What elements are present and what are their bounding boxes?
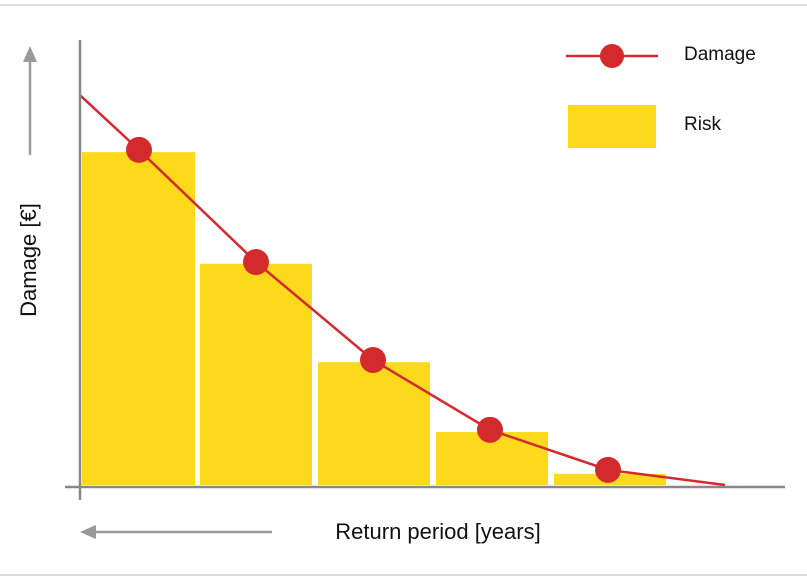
legend-label: Risk bbox=[684, 114, 721, 135]
x-arrow-head bbox=[80, 525, 96, 539]
y-axis-label: Damage [€] bbox=[16, 203, 41, 317]
plot-area bbox=[79, 94, 726, 487]
damage-marker bbox=[360, 346, 386, 373]
damage-marker bbox=[243, 249, 269, 276]
bar bbox=[318, 362, 430, 485]
bar bbox=[200, 263, 312, 485]
damage-marker bbox=[477, 416, 503, 443]
legend-label: Damage bbox=[684, 44, 756, 65]
x-axis-label: Return period [years] bbox=[335, 519, 540, 544]
legend-marker bbox=[600, 44, 624, 68]
bar bbox=[82, 152, 195, 485]
legend: Damage Risk bbox=[566, 44, 756, 148]
damage-marker bbox=[126, 136, 152, 163]
damage-marker bbox=[595, 456, 621, 483]
legend-swatch bbox=[568, 105, 656, 148]
y-arrow-head bbox=[23, 46, 37, 62]
